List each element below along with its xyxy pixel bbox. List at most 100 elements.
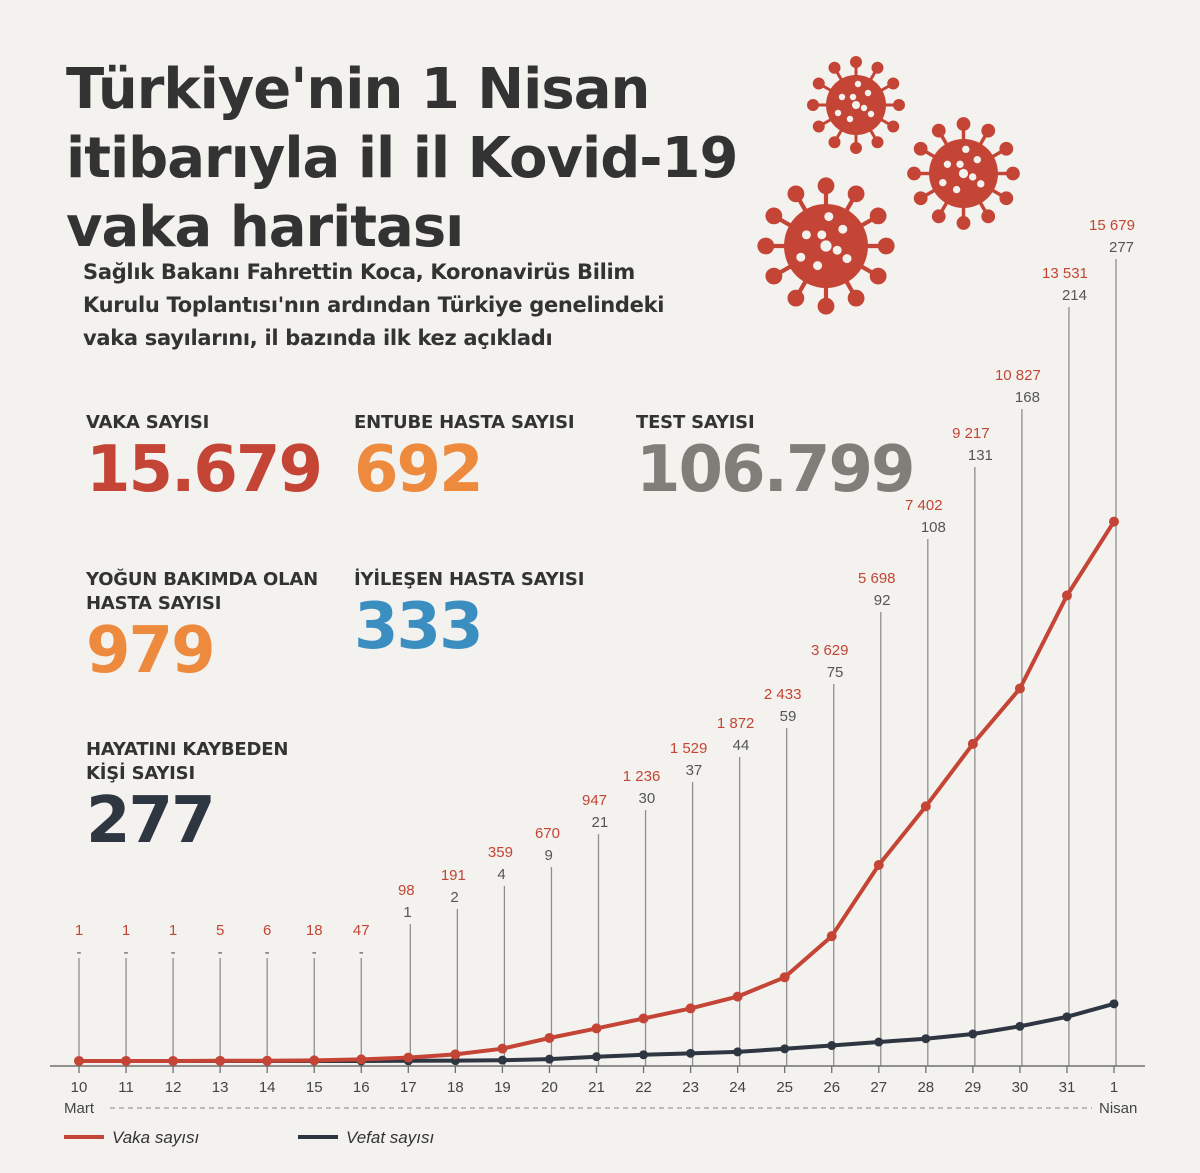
subtitle-line: Kurulu Toplantısı'nın ardından Türkiye g… [83, 293, 665, 317]
stat-value: 692 [354, 433, 484, 507]
death-point [497, 1055, 507, 1065]
case-point [1109, 516, 1119, 527]
death-point [686, 1048, 696, 1058]
death-point [592, 1052, 601, 1062]
death-value-label: 44 [733, 737, 750, 754]
death-value-label: 92 [874, 592, 891, 609]
death-value-label: 131 [968, 447, 993, 464]
case-value-label: 47 [353, 922, 370, 939]
case-value-label: 1 236 [623, 768, 661, 785]
death-value-label: 21 [592, 814, 609, 831]
stat-value: 106.799 [636, 433, 915, 507]
death-point [639, 1050, 649, 1060]
stat-case-count: VAKA SAYISI 15.679 [86, 411, 323, 507]
x-tick-label: 19 [494, 1079, 511, 1096]
title-line: vaka haritası [66, 195, 464, 260]
stat-label: VAKA SAYISI [86, 412, 210, 433]
x-tick-label: 17 [400, 1079, 417, 1096]
page-title: Türkiye'nin 1 Nisan itibarıyla il il Kov… [66, 55, 738, 262]
death-point [1109, 999, 1119, 1009]
case-point [450, 1049, 461, 1060]
x-tick-label: 23 [682, 1079, 699, 1096]
stat-label: TEST SAYISI [636, 412, 755, 433]
stat-intubated-count: ENTUBE HASTA SAYISI 692 [354, 411, 575, 507]
title-line: Türkiye'nin 1 Nisan [66, 57, 650, 122]
case-point [262, 1055, 273, 1066]
death-point [968, 1029, 978, 1039]
x-tick-label: 18 [447, 1079, 464, 1096]
x-tick-label: 15 [306, 1079, 323, 1096]
case-value-label: 5 698 [858, 570, 896, 587]
x-tick-label: 27 [870, 1079, 887, 1096]
death-value-label: 4 [497, 866, 505, 883]
case-value-label: 15 679 [1089, 217, 1135, 234]
x-tick-label: 11 [118, 1079, 134, 1096]
death-value-label: - [171, 944, 176, 961]
death-value-label: 277 [1109, 239, 1134, 256]
x-tick-label: 13 [212, 1079, 229, 1096]
death-value-label: 168 [1015, 389, 1040, 406]
stat-label: İYİLEŞEN HASTA SAYISI [354, 569, 585, 590]
x-tick-label: 22 [635, 1079, 652, 1096]
case-point [356, 1054, 367, 1065]
case-point [732, 991, 743, 1002]
death-point [1062, 1012, 1072, 1022]
case-point [497, 1043, 508, 1054]
x-tick-label: 10 [71, 1079, 88, 1096]
x-tick-label: 28 [917, 1079, 934, 1096]
legend-label-deaths: Vefat sayısı [346, 1128, 434, 1147]
stat-icu-count: YOĞUN BAKIMDA OLAN HASTA SAYISI 979 [86, 568, 318, 686]
stat-value: 15.679 [86, 433, 323, 507]
x-tick-label: 26 [823, 1079, 840, 1096]
death-value-label: 1 [403, 904, 411, 921]
title-line: itibarıyla il il Kovid-19 [66, 126, 738, 191]
case-value-label: 947 [582, 792, 607, 809]
x-range-start-label: Mart [64, 1100, 95, 1117]
case-value-label: 6 [263, 922, 271, 939]
x-range-end-label: Nisan [1099, 1100, 1137, 1117]
case-value-label: 5 [216, 922, 224, 939]
case-point [121, 1055, 132, 1066]
death-value-label: 37 [686, 762, 703, 779]
death-value-label: - [312, 944, 317, 961]
x-tick-label: 31 [1059, 1079, 1076, 1096]
case-value-label: 9 217 [952, 425, 990, 442]
case-point [309, 1055, 320, 1066]
stat-value: 979 [86, 614, 216, 688]
death-point [1015, 1021, 1025, 1031]
case-value-label: 1 [75, 922, 83, 939]
stat-value: 333 [354, 590, 484, 664]
case-point [403, 1052, 414, 1063]
case-value-label: 1 529 [670, 740, 708, 757]
case-value-label: 1 872 [717, 715, 755, 732]
case-point [779, 972, 790, 983]
death-point [874, 1037, 884, 1047]
stat-recovered-count: İYİLEŞEN HASTA SAYISI 333 [354, 568, 584, 662]
case-point [1061, 590, 1072, 601]
death-value-label: 2 [450, 889, 458, 906]
case-point [215, 1055, 226, 1066]
case-value-label: 10 827 [995, 367, 1041, 384]
case-point [967, 738, 978, 749]
case-point [873, 859, 884, 870]
death-value-label: - [77, 944, 82, 961]
stat-label: HAYATINI KAYBEDEN KİŞİ SAYISI [86, 739, 289, 784]
case-point [638, 1013, 649, 1024]
x-tick-label: 21 [588, 1079, 605, 1096]
death-value-label: - [265, 944, 270, 961]
case-value-label: 1 [169, 922, 177, 939]
case-point [168, 1055, 179, 1066]
case-point [591, 1023, 602, 1034]
death-point [733, 1047, 743, 1057]
death-value-label: - [359, 944, 364, 961]
subtitle-line: Sağlık Bakanı Fahrettin Koca, Koronavirü… [83, 260, 636, 284]
case-value-label: 98 [398, 882, 415, 899]
death-value-label: - [218, 944, 223, 961]
stat-label: YOĞUN BAKIMDA OLAN HASTA SAYISI [86, 569, 318, 614]
x-tick-label: 16 [353, 1079, 370, 1096]
death-point [827, 1041, 837, 1051]
stat-value: 277 [86, 784, 216, 858]
stat-test-count: TEST SAYISI 106.799 [636, 411, 915, 507]
x-tick-label: 25 [776, 1079, 793, 1096]
